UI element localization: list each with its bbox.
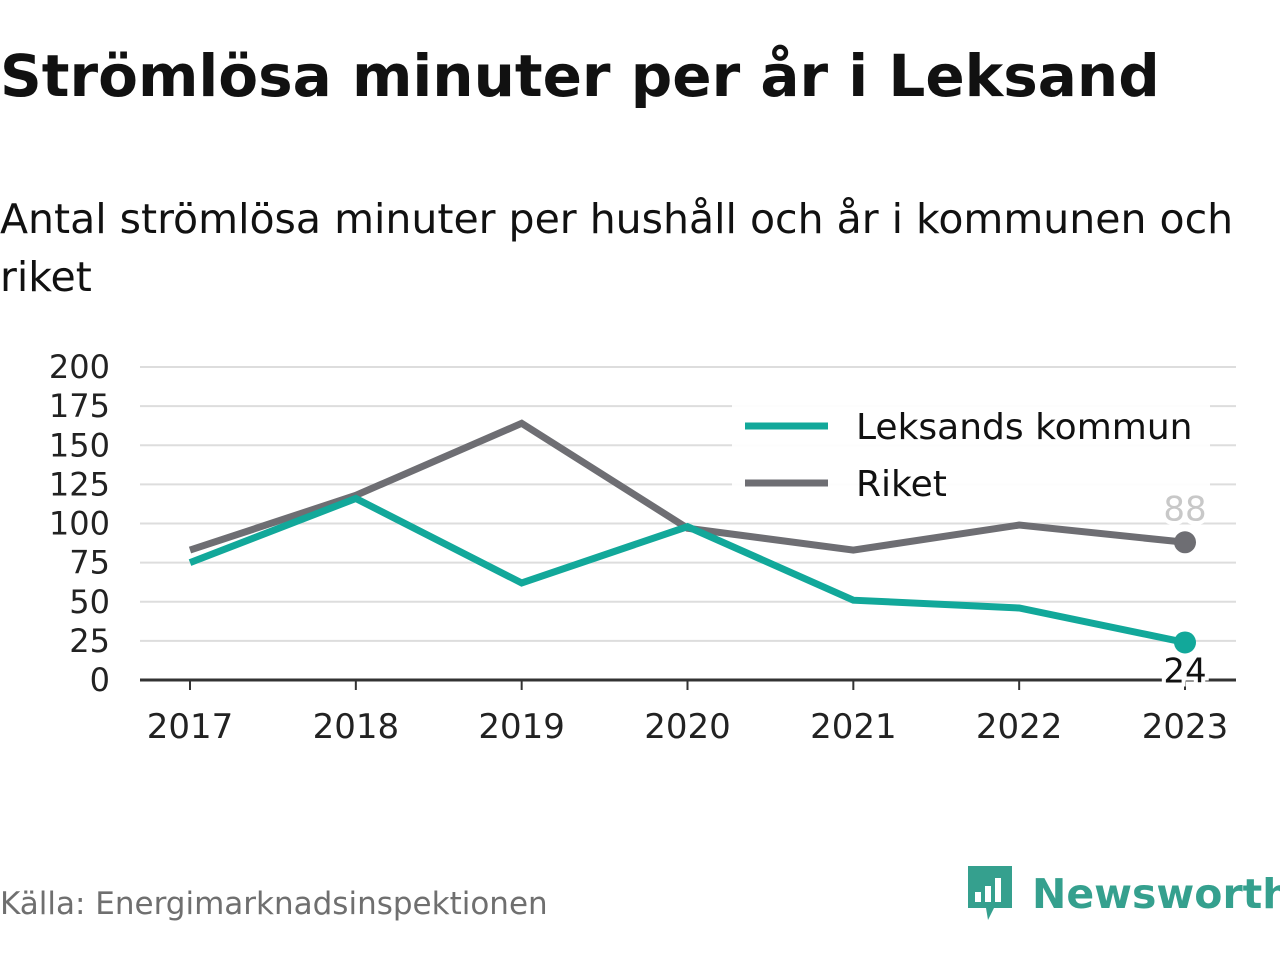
y-tick-label: 25 <box>69 622 110 660</box>
end-label-riket: 88 <box>1163 489 1206 529</box>
series-end-point <box>1174 531 1196 554</box>
source-note: Källa: Energimarknadsinspektionen <box>0 886 548 922</box>
x-axis: 2017 2018 2019 2020 2021 2022 2023 <box>140 678 1236 747</box>
x-tick-label: 2020 <box>644 707 731 747</box>
x-tick-label: 2023 <box>1142 707 1229 747</box>
series-end-point <box>1174 631 1196 654</box>
x-tick-label: 2021 <box>810 707 897 747</box>
end-labels: 24 88 <box>1159 485 1210 695</box>
y-tick-label: 100 <box>49 505 110 543</box>
legend: Leksands kommun Riket <box>732 400 1210 518</box>
series-line <box>188 494 1186 646</box>
y-tick-label: 125 <box>49 465 110 503</box>
x-tick-label: 2019 <box>478 707 565 747</box>
x-tick-label: 2018 <box>313 707 400 747</box>
x-tick-label: 2017 <box>147 707 234 747</box>
legend-background <box>732 400 1210 518</box>
chart-subtitle: Antal strömlösa minuter per hushåll och … <box>0 195 1234 301</box>
y-tick-label: 175 <box>49 387 110 425</box>
brand-name: Newsworthy <box>1032 870 1280 918</box>
y-tick-label: 75 <box>69 544 110 582</box>
legend-label: Riket <box>856 464 947 505</box>
y-tick-label: 200 <box>49 348 110 386</box>
y-tick-label: 150 <box>49 426 110 464</box>
legend-label: Leksands kommun <box>856 407 1192 448</box>
bar-chart-speech-bubble-icon <box>968 866 1012 920</box>
chart-title: Strömlösa minuter per år i Leksand <box>0 42 1160 110</box>
x-tick-label: 2022 <box>976 707 1063 747</box>
y-tick-label: 0 <box>90 661 110 699</box>
brand-logo: Newsworthy <box>964 862 1280 926</box>
series-group <box>188 419 1196 654</box>
y-tick-label: 50 <box>69 583 110 621</box>
end-label-leksand: 24 <box>1163 651 1206 691</box>
